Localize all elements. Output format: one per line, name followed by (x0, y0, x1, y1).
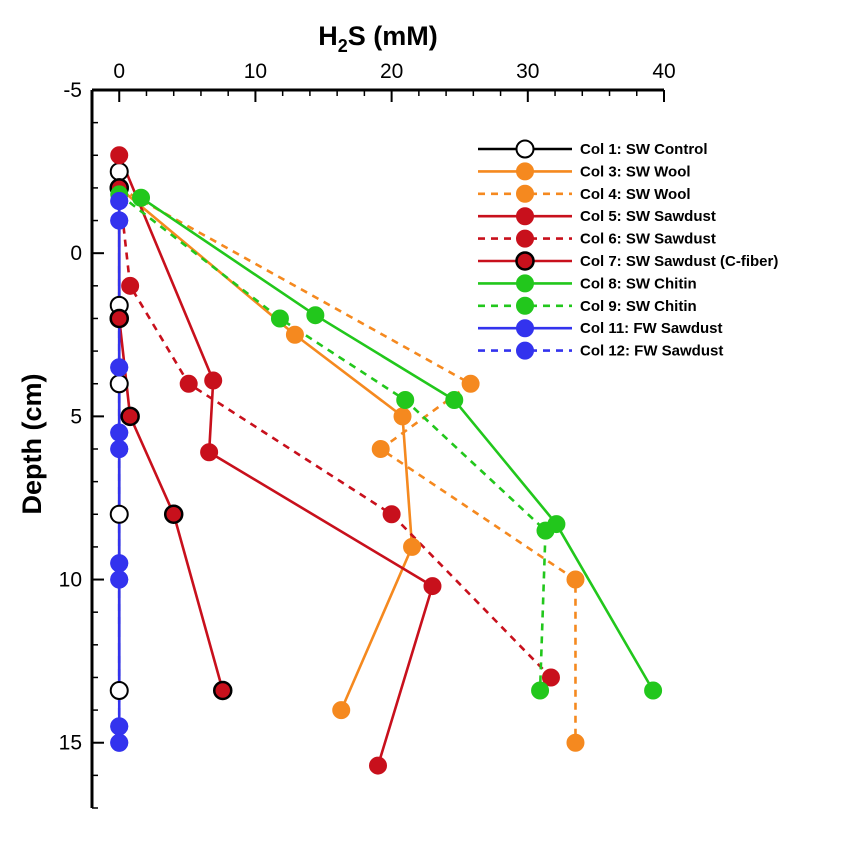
legend-label: Col 6: SW Sawdust (580, 231, 716, 248)
y-tick-label: 0 (70, 242, 82, 265)
legend-marker (516, 184, 534, 203)
series-line-6 (117, 187, 224, 691)
data-point (371, 440, 390, 458)
data-point (109, 308, 129, 329)
data-point (109, 504, 129, 524)
data-point (110, 211, 129, 230)
data-point (461, 374, 480, 393)
series-line-8 (118, 193, 547, 691)
x-tick-label: 30 (516, 60, 539, 83)
data-point (110, 733, 129, 752)
data-point (110, 191, 129, 210)
data-point (110, 440, 129, 458)
legend-marker (515, 139, 535, 159)
data-point (110, 554, 129, 573)
x-tick-label: 10 (244, 60, 267, 83)
x-axis-title-subscript: 2 (338, 36, 348, 56)
data-point (403, 537, 422, 556)
legend-label: Col 11: FW Sawdust (580, 320, 723, 337)
legend-marker (516, 319, 534, 338)
data-point (132, 188, 151, 207)
data-point (121, 276, 140, 295)
data-point (536, 521, 555, 540)
legend-marker (516, 207, 534, 226)
legend-marker (516, 341, 534, 360)
y-tick-label: 5 (70, 405, 82, 428)
data-point (393, 407, 412, 426)
data-point (566, 570, 585, 589)
legend-label: Col 7: SW Sawdust (C-fiber) (580, 253, 778, 270)
data-point (110, 146, 129, 165)
data-point (531, 681, 550, 700)
x-axis-title: H2S (mM) (318, 21, 438, 56)
data-point (541, 668, 560, 687)
legend-label: Col 3: SW Wool (580, 163, 691, 180)
data-point (163, 504, 184, 525)
legend-marker (515, 251, 535, 271)
data-point (204, 371, 223, 390)
data-point (109, 681, 129, 701)
data-series (109, 146, 663, 775)
y-tick-label: 10 (59, 569, 82, 592)
data-point (109, 374, 129, 394)
series-line-4 (118, 154, 434, 766)
data-point (644, 681, 663, 700)
legend-marker (516, 162, 534, 181)
data-point (369, 756, 387, 775)
data-point (566, 733, 585, 752)
data-point (110, 423, 129, 442)
legend: Col 1: SW Control Col 3: SW Wool Col 4: SW… (478, 139, 778, 360)
data-point (179, 374, 198, 393)
y-tick-label: 15 (59, 732, 82, 755)
data-point (285, 325, 304, 344)
series-line-2 (118, 186, 414, 711)
data-point (120, 406, 140, 427)
data-point (382, 505, 401, 524)
data-point (109, 162, 129, 182)
data-point (110, 358, 129, 377)
legend-marker (516, 229, 534, 248)
data-point (270, 309, 289, 328)
data-point (212, 680, 233, 701)
legend-label: Col 8: SW Chitin (580, 275, 697, 292)
legend-marker (516, 274, 534, 293)
legend-label: Col 5: SW Sawdust (580, 208, 716, 225)
legend-label: Col 9: SW Chitin (580, 298, 697, 315)
data-point (445, 391, 464, 410)
legend-label: Col 12: FW Sawdust (580, 343, 723, 360)
x-axis-title-main: H (318, 21, 338, 51)
legend-label: Col 4: SW Wool (580, 186, 691, 203)
data-point (200, 443, 219, 462)
data-point (332, 701, 351, 720)
x-tick-label: 40 (652, 60, 675, 83)
axes: 0 10 20 30 40 -5 0 5 10 15 (59, 60, 676, 809)
x-tick-label: 0 (113, 60, 125, 83)
data-point (396, 391, 415, 410)
legend-marker (516, 296, 534, 315)
data-point (306, 306, 325, 325)
data-point (110, 570, 129, 589)
legend-label: Col 1: SW Control (580, 141, 708, 158)
data-point (423, 577, 442, 596)
y-tick-label: -5 (63, 79, 82, 102)
data-point (110, 717, 129, 736)
x-tick-label: 20 (380, 60, 403, 83)
x-axis-title-rest: S (mM) (348, 21, 438, 51)
y-axis-title: Depth (cm) (17, 374, 47, 515)
